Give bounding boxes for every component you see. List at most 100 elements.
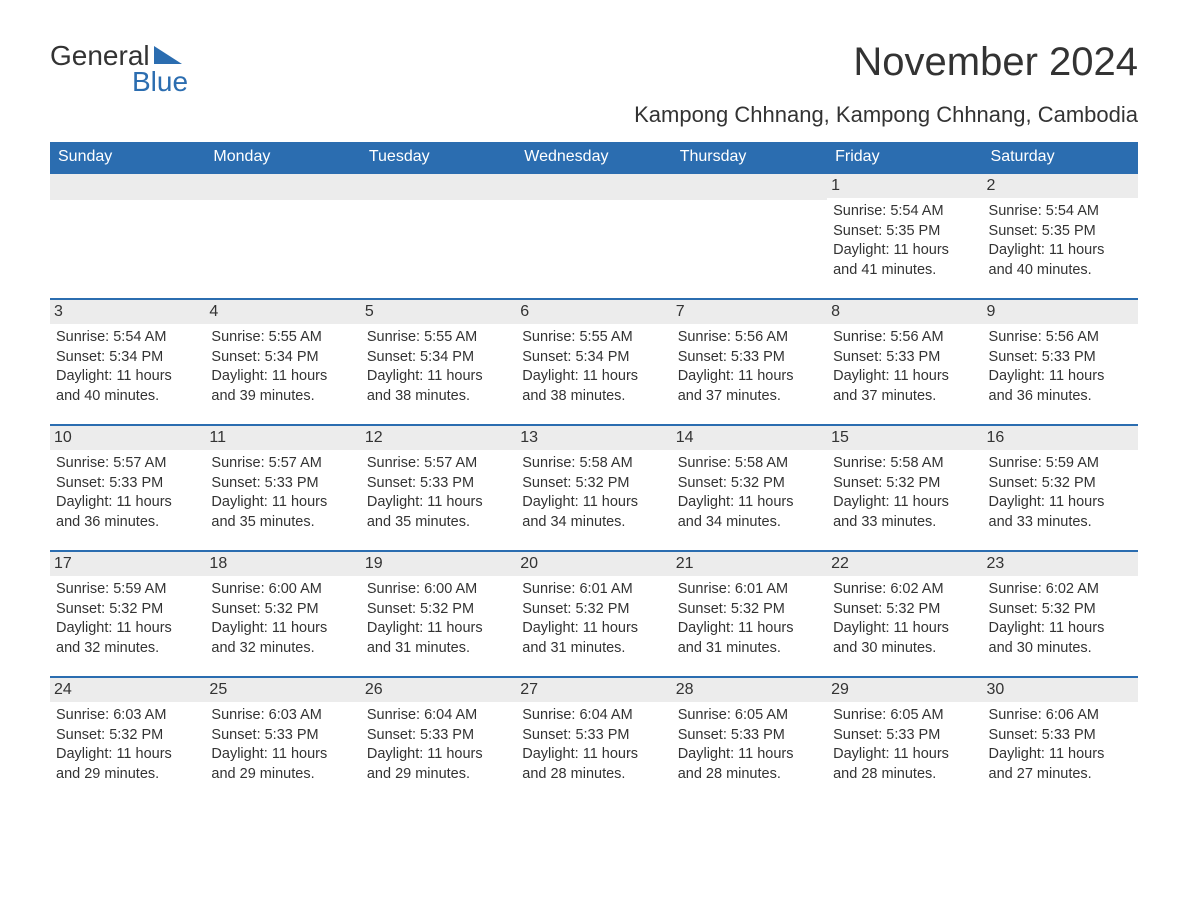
- daylight-line: Daylight: 11 hours and 29 minutes.: [367, 745, 510, 784]
- day-number: 22: [827, 552, 982, 576]
- daylight-line: Daylight: 11 hours and 28 minutes.: [833, 745, 976, 784]
- daylight-line: Daylight: 11 hours and 32 minutes.: [56, 619, 199, 658]
- location-subtitle: Kampong Chhnang, Kampong Chhnang, Cambod…: [50, 102, 1138, 128]
- week-row: 24 Sunrise: 6:03 AMSunset: 5:32 PM Dayligh…: [50, 676, 1138, 802]
- daylight-line: Daylight: 11 hours and 31 minutes.: [678, 619, 821, 658]
- sunrise-line: Sunrise: 5:55 AM: [367, 328, 510, 348]
- weekday-header-row: SundayMondayTuesdayWednesdayThursdayFrid…: [50, 142, 1138, 172]
- day-cell: 7Sunrise: 5:56 AMSunset: 5:33 PMDaylight…: [672, 300, 827, 424]
- sunset-line: Sunset: 5:34 PM: [211, 348, 354, 368]
- day-cell: 17Sunrise: 5:59 AMSunset: 5:32 PMDayligh…: [50, 552, 205, 676]
- sunset-line: Sunset: 5:34 PM: [522, 348, 665, 368]
- sunrise-line: Sunrise: 5:59 AM: [56, 580, 199, 600]
- sunset-line: Sunset: 5:35 PM: [833, 222, 976, 242]
- header: General Blue November 2024: [50, 40, 1138, 98]
- daylight-line: Daylight: 11 hours and 39 minutes.: [211, 367, 354, 406]
- day-cell: 30Sunrise: 6:06 AMSunset: 5:33 PMDayligh…: [983, 678, 1138, 802]
- daylight-line: Daylight: 11 hours and 27 minutes.: [989, 745, 1132, 784]
- empty-day-number: [361, 174, 516, 200]
- sunrise-line: Sunrise: 5:58 AM: [833, 454, 976, 474]
- daylight-line: Daylight: 11 hours and 28 minutes.: [678, 745, 821, 784]
- daylight-line: Daylight: 11 hours and 31 minutes.: [367, 619, 510, 658]
- sunrise-line: Sunrise: 5:58 AM: [522, 454, 665, 474]
- weekday-cell: Wednesday: [516, 142, 671, 172]
- sunset-line: Sunset: 5:34 PM: [367, 348, 510, 368]
- day-cell: 15Sunrise: 5:58 AMSunset: 5:32 PMDayligh…: [827, 426, 982, 550]
- empty-day-number: [672, 174, 827, 200]
- day-cell: 26Sunrise: 6:04 AMSunset: 5:33 PMDayligh…: [361, 678, 516, 802]
- day-cell: 28Sunrise: 6:05 AMSunset: 5:33 PMDayligh…: [672, 678, 827, 802]
- sunset-line: Sunset: 5:33 PM: [989, 348, 1132, 368]
- weeks-container: 1Sunrise: 5:54 AMSunset: 5:35 PMDaylight…: [50, 172, 1138, 802]
- day-number: 7: [672, 300, 827, 324]
- sunset-line: Sunset: 5:33 PM: [522, 726, 665, 746]
- day-cell: 1Sunrise: 5:54 AMSunset: 5:35 PMDaylight…: [827, 174, 982, 298]
- day-cell: 23Sunrise: 6:02 AMSunset: 5:32 PMDayligh…: [983, 552, 1138, 676]
- day-cell: 18Sunrise: 6:00 AMSunset: 5:32 PMDayligh…: [205, 552, 360, 676]
- sunrise-line: Sunrise: 5:56 AM: [833, 328, 976, 348]
- day-number: 27: [516, 678, 671, 702]
- sunset-line: Sunset: 5:32 PM: [56, 726, 199, 746]
- daylight-line: Daylight: 11 hours and 37 minutes.: [833, 367, 976, 406]
- day-number: 20: [516, 552, 671, 576]
- day-cell: 6Sunrise: 5:55 AMSunset: 5:34 PMDaylight…: [516, 300, 671, 424]
- day-cell: [672, 174, 827, 298]
- daylight-line: Daylight: 11 hours and 36 minutes.: [989, 367, 1132, 406]
- daylight-line: Daylight: 11 hours and 41 minutes.: [833, 241, 976, 280]
- sunset-line: Sunset: 5:35 PM: [989, 222, 1132, 242]
- sunrise-line: Sunrise: 6:04 AM: [367, 706, 510, 726]
- sunset-line: Sunset: 5:32 PM: [989, 474, 1132, 494]
- day-cell: 22Sunrise: 6:02 AMSunset: 5:32 PMDayligh…: [827, 552, 982, 676]
- day-cell: 14Sunrise: 5:58 AMSunset: 5:32 PMDayligh…: [672, 426, 827, 550]
- day-number: 24: [50, 678, 205, 702]
- daylight-line: Daylight: 11 hours and 28 minutes.: [522, 745, 665, 784]
- day-cell: 19Sunrise: 6:00 AMSunset: 5:32 PMDayligh…: [361, 552, 516, 676]
- weekday-cell: Saturday: [983, 142, 1138, 172]
- daylight-line: Daylight: 11 hours and 32 minutes.: [211, 619, 354, 658]
- week-row: 10Sunrise: 5:57 AMSunset: 5:33 PMDayligh…: [50, 424, 1138, 550]
- day-number: 23: [983, 552, 1138, 576]
- day-cell: [361, 174, 516, 298]
- day-number: 18: [205, 552, 360, 576]
- daylight-line: Daylight: 11 hours and 38 minutes.: [367, 367, 510, 406]
- day-cell: [205, 174, 360, 298]
- sunset-line: Sunset: 5:33 PM: [211, 726, 354, 746]
- sunrise-line: Sunrise: 5:59 AM: [989, 454, 1132, 474]
- sunrise-line: Sunrise: 6:05 AM: [833, 706, 976, 726]
- sunset-line: Sunset: 5:32 PM: [211, 600, 354, 620]
- sunset-line: Sunset: 5:32 PM: [989, 600, 1132, 620]
- sunrise-line: Sunrise: 5:58 AM: [678, 454, 821, 474]
- page-title: November 2024: [853, 40, 1138, 85]
- empty-day-number: [205, 174, 360, 200]
- sunrise-line: Sunrise: 5:54 AM: [989, 202, 1132, 222]
- sunset-line: Sunset: 5:33 PM: [367, 726, 510, 746]
- day-cell: 11Sunrise: 5:57 AMSunset: 5:33 PMDayligh…: [205, 426, 360, 550]
- sunrise-line: Sunrise: 6:05 AM: [678, 706, 821, 726]
- sunset-line: Sunset: 5:33 PM: [678, 726, 821, 746]
- sunset-line: Sunset: 5:32 PM: [678, 600, 821, 620]
- day-number: 21: [672, 552, 827, 576]
- day-cell: 3Sunrise: 5:54 AMSunset: 5:34 PMDaylight…: [50, 300, 205, 424]
- weekday-cell: Monday: [205, 142, 360, 172]
- day-number: 16: [983, 426, 1138, 450]
- day-number: 8: [827, 300, 982, 324]
- day-cell: 21Sunrise: 6:01 AMSunset: 5:32 PMDayligh…: [672, 552, 827, 676]
- empty-day-number: [50, 174, 205, 200]
- sunrise-line: Sunrise: 5:57 AM: [367, 454, 510, 474]
- day-number: 25: [205, 678, 360, 702]
- day-cell: 25Sunrise: 6:03 AMSunset: 5:33 PMDayligh…: [205, 678, 360, 802]
- day-number: 15: [827, 426, 982, 450]
- sunrise-line: Sunrise: 6:03 AM: [56, 706, 199, 726]
- daylight-line: Daylight: 11 hours and 33 minutes.: [989, 493, 1132, 532]
- daylight-line: Daylight: 11 hours and 35 minutes.: [211, 493, 354, 532]
- daylight-line: Daylight: 11 hours and 34 minutes.: [678, 493, 821, 532]
- day-number: 2: [983, 174, 1138, 198]
- sunrise-line: Sunrise: 5:54 AM: [833, 202, 976, 222]
- day-number: 11: [205, 426, 360, 450]
- day-cell: 16 Sunrise: 5:59 AMSunset: 5:32 PMDayligh…: [983, 426, 1138, 550]
- sunrise-line: Sunrise: 5:54 AM: [56, 328, 199, 348]
- daylight-line: Daylight: 11 hours and 40 minutes.: [989, 241, 1132, 280]
- sunset-line: Sunset: 5:33 PM: [367, 474, 510, 494]
- sunrise-line: Sunrise: 5:57 AM: [56, 454, 199, 474]
- sunset-line: Sunset: 5:33 PM: [211, 474, 354, 494]
